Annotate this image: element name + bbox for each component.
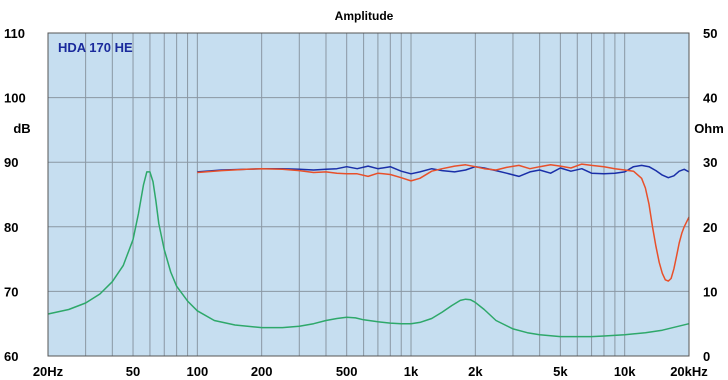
x-tick-label: 100 [186, 364, 208, 379]
y-left-tick-label: 100 [4, 91, 26, 106]
data-series [47, 163, 690, 338]
series-line-2 [197, 163, 690, 282]
x-tick-label: 500 [336, 364, 358, 379]
x-tick-label: 200 [251, 364, 273, 379]
grid-lines [48, 33, 689, 356]
y-right-tick-label: 20 [703, 220, 717, 235]
y-right-tick-label: 30 [703, 155, 717, 170]
chart-title: Amplitude [335, 9, 394, 23]
plot-frame [47, 32, 690, 357]
y-right-tick-label: 10 [703, 284, 717, 299]
y-axis-right-label: Ohm [694, 121, 724, 136]
chart-annotation: HDA 170 HE [58, 40, 133, 55]
x-tick-label: 50 [126, 364, 140, 379]
y-left-tick-label: 60 [4, 349, 18, 364]
x-tick-label: 5k [553, 364, 568, 379]
y-right-tick-label: 50 [703, 26, 717, 41]
x-tick-label: 1k [404, 364, 419, 379]
y-right-tick-label: 40 [703, 91, 717, 106]
y-left-tick-label: 70 [4, 284, 18, 299]
y-axis-left-label: dB [13, 121, 30, 136]
plot-area [48, 33, 689, 356]
axis-tick-labels: 20Hz 50 100 200 500 1k 2k 5k 10k 20kHz11010090807… [4, 26, 717, 379]
x-tick-label: 20Hz [33, 364, 64, 379]
y-left-tick-label: 110 [4, 26, 25, 41]
y-left-tick-label: 90 [4, 155, 18, 170]
series-line-3 [47, 171, 690, 338]
x-tick-label: 10k [614, 364, 636, 379]
y-right-tick-label: 0 [703, 349, 710, 364]
x-tick-label: 20kHz [670, 364, 708, 379]
y-left-tick-label: 80 [4, 220, 18, 235]
x-tick-label: 2k [468, 364, 483, 379]
